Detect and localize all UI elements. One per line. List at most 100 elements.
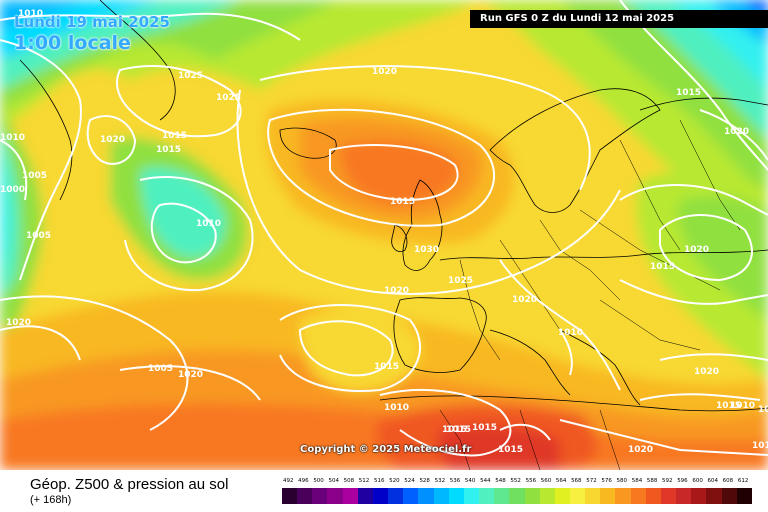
isobar-label: 1000 bbox=[0, 185, 25, 195]
isobar-label: 1015 bbox=[390, 197, 415, 207]
legend-label: 512 bbox=[358, 478, 370, 484]
isobar-label: 1020 bbox=[724, 127, 749, 137]
isobar-label: 1020 bbox=[100, 135, 125, 145]
isobar-label: 1015 bbox=[156, 145, 181, 155]
legend-swatch bbox=[342, 488, 358, 504]
legend-swatch bbox=[524, 488, 540, 504]
legend-swatch bbox=[282, 488, 298, 504]
legend-swatch bbox=[554, 488, 570, 504]
isobar-label: 1025 bbox=[448, 276, 473, 286]
legend-labels: 492 496 500 504 508 512 516 520 524 528 532 536 540 5… bbox=[282, 478, 752, 488]
legend-swatch bbox=[721, 488, 737, 504]
legend-swatch bbox=[645, 488, 661, 504]
isobar-label: 1015 bbox=[442, 425, 467, 435]
isobar-label: 1010 bbox=[384, 403, 409, 413]
legend-swatch bbox=[630, 488, 646, 504]
country-borders bbox=[439, 119, 741, 470]
footer-title: Géop. Z500 & pression au sol bbox=[30, 476, 229, 493]
legend-label: 608 bbox=[722, 478, 734, 484]
isobar-label: 1015 bbox=[676, 88, 701, 98]
legend-swatch bbox=[691, 488, 707, 504]
legend-label: 532 bbox=[434, 478, 446, 484]
legend-swatch bbox=[569, 488, 586, 504]
isobar-label: 1015 bbox=[162, 131, 187, 141]
legend-swatch bbox=[297, 488, 313, 504]
legend-swatch bbox=[312, 488, 328, 504]
legend-swatch bbox=[418, 488, 434, 504]
legend-label: 600 bbox=[692, 478, 703, 484]
isobar-labels: 1010 1025 1025 1015 1020 1015 1010 1000 1005 1005… bbox=[0, 9, 768, 455]
legend-label: 572 bbox=[586, 478, 597, 484]
legend-label: 592 bbox=[662, 478, 673, 484]
legend-swatch bbox=[463, 488, 480, 504]
isobar-lines bbox=[0, 0, 768, 455]
footer-subtitle: (+ 168h) bbox=[30, 494, 72, 506]
legend-label: 564 bbox=[555, 478, 567, 484]
legend-swatch bbox=[539, 488, 555, 504]
geopotential-field bbox=[0, 0, 768, 470]
isobar-label: 1010 bbox=[18, 9, 43, 19]
legend-label: 496 bbox=[298, 478, 309, 484]
legend-label: 520 bbox=[389, 478, 400, 484]
legend-label: 492 bbox=[283, 478, 294, 484]
legend-label: 516 bbox=[373, 478, 385, 484]
isobar-label: 1015 bbox=[716, 401, 741, 411]
legend-swatch bbox=[600, 488, 616, 504]
legend-label: 552 bbox=[510, 478, 521, 484]
legend-swatch bbox=[585, 488, 601, 504]
isobar-label: 1020 bbox=[628, 445, 653, 455]
isobar-label: 1020 bbox=[384, 286, 409, 296]
isobar-label: 1010 bbox=[196, 219, 221, 229]
isobar-label: 1015 bbox=[758, 405, 768, 415]
isobar-label: 1005 bbox=[148, 364, 173, 374]
isobar-label: 1020 bbox=[372, 67, 397, 77]
legend-label: 548 bbox=[495, 478, 506, 484]
legend-label: 500 bbox=[313, 478, 324, 484]
isobar-label: 1025 bbox=[216, 93, 241, 103]
isobar-label: 1015 bbox=[446, 425, 471, 435]
isobar-label: 1010 bbox=[558, 328, 583, 338]
legend-label: 576 bbox=[601, 478, 612, 484]
legend-label: 568 bbox=[571, 478, 582, 484]
legend-label: 580 bbox=[616, 478, 628, 484]
legend-swatch bbox=[357, 488, 373, 504]
isobar-label: 1015 bbox=[374, 362, 399, 372]
legend-swatch bbox=[433, 488, 449, 504]
legend-swatch bbox=[327, 488, 343, 504]
weather-map: 1010 1025 1025 1015 1020 1015 1010 1000 1005 1005… bbox=[0, 0, 768, 470]
legend-swatch bbox=[448, 488, 464, 504]
legend-swatch bbox=[736, 488, 752, 504]
color-legend: 492 496 500 504 508 512 516 520 524 528 532 536 540 5… bbox=[282, 478, 752, 508]
legend-label: 504 bbox=[328, 478, 339, 484]
isobar-label: 1020 bbox=[684, 245, 709, 255]
isobar-label: 1020 bbox=[694, 367, 719, 377]
isobar-label: 1015 bbox=[498, 445, 523, 455]
valid-time: 1:00 locale bbox=[14, 32, 131, 54]
legend-bar bbox=[282, 488, 752, 504]
legend-swatch bbox=[615, 488, 631, 504]
isobar-label: 1005 bbox=[26, 231, 51, 241]
isobar-label: 1020 bbox=[512, 295, 537, 305]
valid-date: Lundi 19 mai 2025 bbox=[14, 13, 170, 31]
isobar-label: 1005 bbox=[22, 171, 47, 181]
legend-label: 584 bbox=[631, 478, 643, 484]
isobar-label: 1025 bbox=[178, 71, 203, 81]
isobar-label: 1020 bbox=[6, 318, 31, 328]
legend-swatch bbox=[660, 488, 677, 504]
isobar-label: 1015 bbox=[472, 423, 497, 433]
legend-swatch bbox=[706, 488, 722, 504]
isobar-label: 1015 bbox=[752, 441, 768, 451]
legend-swatch bbox=[479, 488, 495, 504]
legend-label: 556 bbox=[525, 478, 537, 484]
legend-swatch bbox=[388, 488, 404, 504]
legend-swatch bbox=[403, 488, 419, 504]
isobar-label: 1020 bbox=[178, 370, 203, 380]
isobar-label: 1015 bbox=[650, 262, 675, 272]
run-info: Run GFS 0 Z du Lundi 12 mai 2025 bbox=[470, 10, 768, 28]
legend-label: 596 bbox=[677, 478, 688, 484]
isobar-label: 1030 bbox=[414, 245, 439, 255]
legend-label: 604 bbox=[707, 478, 719, 484]
legend-label: 528 bbox=[419, 478, 430, 484]
legend-label: 612 bbox=[737, 478, 749, 484]
legend-swatch bbox=[676, 488, 692, 504]
